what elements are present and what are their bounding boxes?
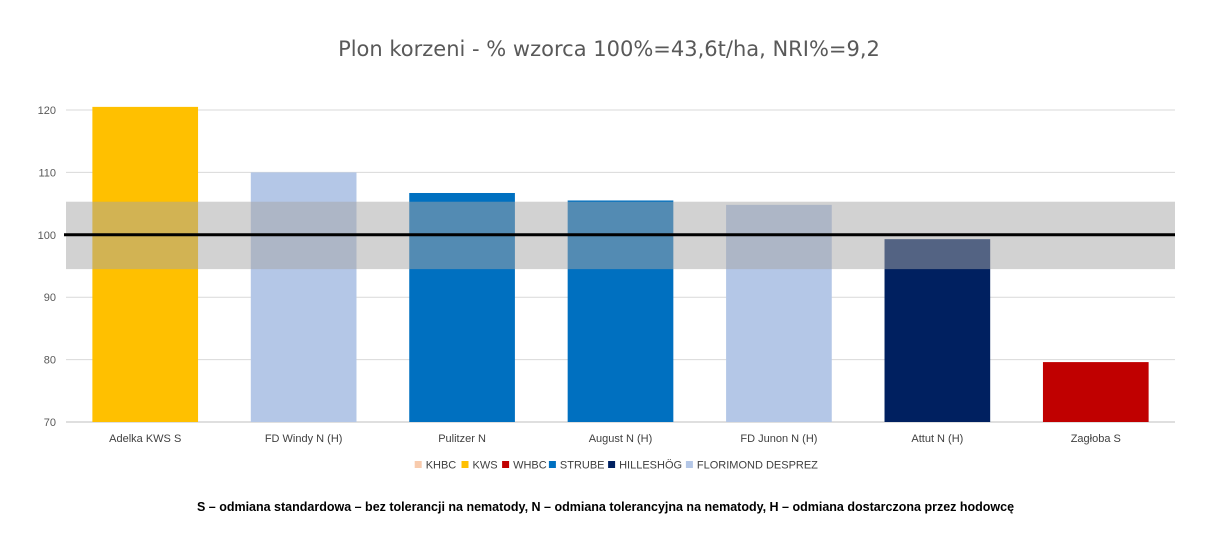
legend-swatch: [461, 461, 469, 468]
x-axis: Adelka KWS S FD Windy N (H) Pulitzer N Augu…: [109, 433, 1121, 445]
y-tick-label: 110: [38, 167, 56, 179]
x-category-label: Pulitzer N: [438, 433, 486, 445]
x-category-label: FD Junon N (H): [740, 433, 817, 445]
legend-swatch: [548, 461, 556, 468]
y-tick-label: 80: [44, 355, 56, 367]
x-category-label: Zagłoba S: [1071, 433, 1121, 445]
legend-item: STRUBE: [548, 460, 605, 472]
y-axis: 70 80 90 100 110 120: [38, 105, 56, 429]
legend-label: KHBC: [426, 460, 457, 472]
legend-swatch: [502, 461, 510, 468]
x-category-label: Attut N (H): [911, 433, 963, 445]
legend-item: HILLESHÖG: [608, 460, 682, 472]
y-tick-label: 70: [44, 417, 56, 429]
legend-swatch: [685, 461, 693, 468]
bar: [884, 239, 991, 422]
legend-swatch: [414, 461, 422, 468]
x-category-label: Adelka KWS S: [109, 433, 181, 445]
legend-label: HILLESHÖG: [619, 460, 682, 472]
legend-item: WHBC: [502, 460, 547, 472]
footnote: S – odmiana standardowa – bez tolerancji…: [196, 500, 1015, 514]
legend-item: FLORIMOND DESPREZ: [685, 460, 818, 472]
x-category-label: August N (H): [589, 433, 653, 445]
x-category-label: FD Windy N (H): [265, 433, 343, 445]
chart: Plon korzeni - % wzorca 100%=43,6t/ha, N…: [38, 37, 1175, 472]
legend-label: WHBC: [513, 460, 547, 472]
legend-label: KWS: [473, 460, 498, 472]
nri-band: [64, 201, 1175, 270]
y-tick-label: 100: [38, 230, 56, 242]
legend-label: STRUBE: [560, 460, 605, 472]
y-tick-label: 120: [38, 105, 56, 117]
legend-item: KWS: [461, 460, 498, 472]
bar: [1042, 362, 1149, 422]
legend-swatch: [608, 461, 616, 468]
y-tick-label: 90: [44, 292, 56, 304]
legend-item: KHBC: [414, 460, 457, 472]
legend-label: FLORIMOND DESPREZ: [697, 460, 818, 472]
legend: KHBC KWS WHBC STRUBE HILLESHÖG FLORIMOND DESP…: [414, 460, 818, 472]
chart-title: Plon korzeni - % wzorca 100%=43,6t/ha, N…: [338, 37, 880, 61]
